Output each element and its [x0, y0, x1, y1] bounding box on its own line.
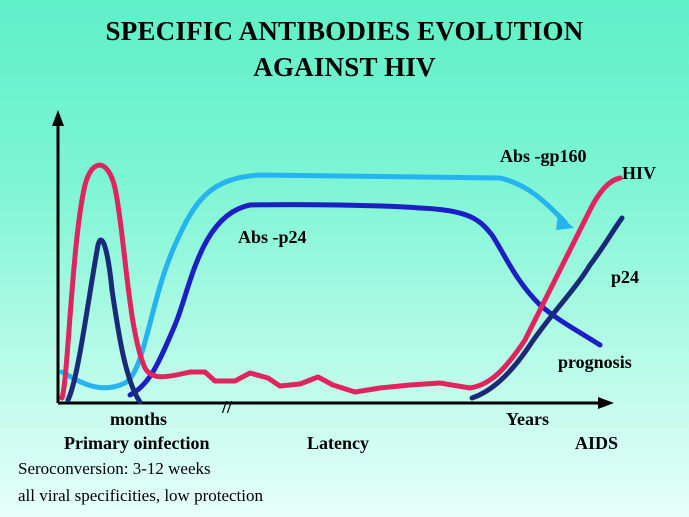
- phase-primary-infection: Primary oinfection: [64, 433, 209, 453]
- phase-latency: Latency: [307, 433, 369, 453]
- label-abs-p24: Abs -p24: [238, 227, 307, 247]
- axis-label-months: months: [110, 409, 167, 429]
- abs-gp160-arrowhead: [556, 214, 574, 230]
- y-axis-arrow: [52, 110, 64, 126]
- label-prognosis: prognosis: [558, 352, 632, 372]
- label-p24: p24: [611, 267, 639, 287]
- page-title-line-1: SPECIFIC ANTIBODIES EVOLUTION: [105, 16, 584, 46]
- label-hiv: HIV: [622, 163, 656, 183]
- hiv-curve: [59, 162, 623, 401]
- label-abs-gp160: Abs -gp160: [500, 146, 587, 166]
- page-title-line-2: AGAINST HIV: [253, 52, 436, 82]
- axis-label-years: Years: [506, 409, 549, 429]
- axes: [52, 110, 614, 409]
- x-axis-arrow: [598, 397, 614, 409]
- p24-antigen-curve: [65, 215, 625, 405]
- abs-gp160-curve: [59, 172, 568, 391]
- note-seroconversion: Seroconversion: 3-12 weeks: [18, 459, 211, 478]
- note-specificities: all viral specificities, low protection: [18, 486, 264, 505]
- axis-break-mark: //: [221, 397, 233, 417]
- abs-p24-curve: [127, 202, 603, 398]
- phase-aids: AIDS: [575, 433, 618, 453]
